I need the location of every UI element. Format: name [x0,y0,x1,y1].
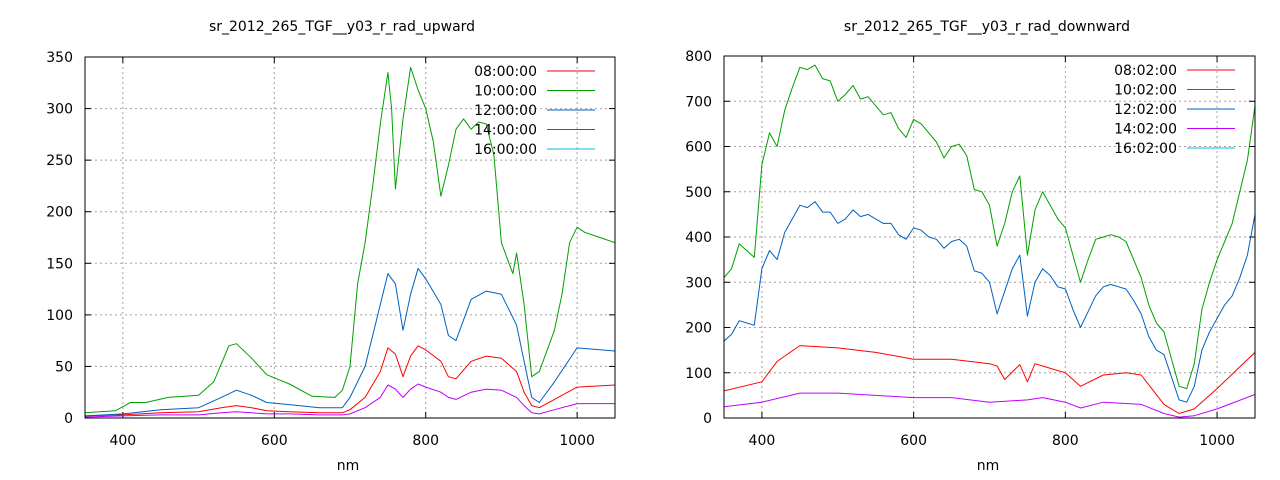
y-tick-label: 300 [46,102,73,118]
legend-label: 16:02:00 [1114,141,1177,157]
x-tick-label: 400 [749,433,776,449]
legend-label: 10:02:00 [1114,83,1177,99]
plot-frame [723,55,1256,419]
series-line-2 [85,66,615,414]
y-tick-label: 600 [685,140,712,156]
y-tick-label: 200 [685,321,712,337]
legend-label: 08:02:00 [1114,63,1177,79]
y-tick-label: 50 [55,359,73,375]
x-axis-label: nm [977,458,1000,474]
plot-frame [84,56,616,419]
x-tick-label: 600 [261,433,288,449]
series-line-1 [724,345,1255,414]
legend-label: 14:02:00 [1114,122,1177,138]
downward-chart-panel: sr_2012_265_TGF__y03_r_rad_downward 0 100 2… [640,0,1280,480]
legend-label: 14:00:00 [474,123,537,139]
x-tick-label: 1000 [559,433,595,449]
x-axis-label: nm [337,458,360,474]
legend-label: 16:00:00 [474,142,537,158]
x-tick-label: 800 [412,433,439,449]
series-line-4 [85,383,615,418]
y-tick-label: 150 [46,256,73,272]
upward-radiance-chart: sr_2012_265_TGF__y03_r_rad_upward 0 50 100 1… [46,19,616,474]
y-tick-label: 100 [685,366,712,382]
legend-label: 08:00:00 [474,64,537,80]
x-tick-label: 1000 [1199,433,1235,449]
series-line-1 [85,345,615,417]
y-tick-label: 250 [46,153,73,169]
chart-title: sr_2012_265_TGF__y03_r_rad_downward [844,19,1130,35]
series-line-3 [724,201,1255,403]
series-line-2 [724,64,1255,390]
series-line-4 [724,392,1255,418]
upward-chart-panel: sr_2012_265_TGF__y03_r_rad_upward 0 50 100 1… [46,19,616,474]
x-tick-label: 600 [900,433,927,449]
y-tick-label: 0 [703,411,712,427]
y-tick-label: 100 [46,308,73,324]
y-tick-label: 200 [46,205,73,221]
x-tick-label: 400 [109,433,136,449]
y-tick-label: 350 [46,50,73,66]
y-tick-label: 300 [685,275,712,291]
y-tick-label: 800 [685,49,712,65]
y-tick-label: 400 [685,230,712,246]
y-tick-label: 700 [685,94,712,110]
legend-label: 12:02:00 [1114,102,1177,118]
legend-label: 12:00:00 [474,103,537,119]
y-tick-label: 0 [64,411,73,427]
y-tick-label: 500 [685,185,712,201]
downward-radiance-chart: sr_2012_265_TGF__y03_r_rad_downward 0 100 2… [685,19,1256,474]
series-line-3 [85,267,615,417]
chart-title: sr_2012_265_TGF__y03_r_rad_upward [209,19,475,35]
legend-label: 10:00:00 [474,84,537,100]
x-tick-label: 800 [1052,433,1079,449]
